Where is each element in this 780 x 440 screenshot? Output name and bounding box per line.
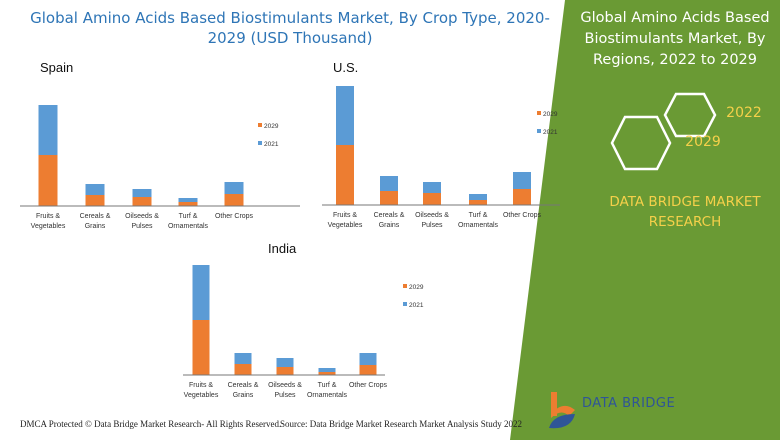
data-bridge-logo-icon [549,392,575,429]
legend-swatch-2021 [258,141,262,145]
bar-2021 [38,105,58,155]
bar-2021 [178,198,198,202]
bar-2021 [469,194,487,200]
chart-india: India Fruits & Vegetables Cereals & Grains Oi… [183,241,424,399]
x-tick-label: Ornamentals [307,392,348,399]
hexagon-2029: 2029 [610,115,721,171]
x-tick-label: Pulses [274,392,296,399]
legend-swatch-2029 [258,123,262,127]
x-tick-label: Turf & [179,213,198,220]
x-tick-label: Pulses [421,222,443,229]
bar-2029 [513,189,531,205]
hexagon-2022: 2022 [663,92,762,138]
bar-2029 [224,194,244,206]
legend-label-2029: 2029 [543,111,558,118]
bar-2021 [276,358,294,367]
x-tick-label: Oilseeds & [268,382,302,389]
x-tick-label: Vegetables [184,392,219,399]
bar-2021 [224,182,244,194]
bar-2029 [132,197,152,206]
x-tick-label: Other Crops [503,212,542,219]
bar-2029 [318,372,336,375]
logo-text: DATA BRIDGE [582,396,676,411]
x-tick-label: Grains [85,223,106,230]
bar-2029 [38,155,58,206]
bar-2021 [423,182,441,193]
x-tick-label: Fruits & [36,213,60,220]
bar-2021 [192,265,210,320]
x-tick-label: Ornamentals [168,223,209,230]
bar-2029 [276,367,294,375]
x-tick-label: Fruits & [189,382,213,389]
chart-title: Spain [40,60,73,75]
chart-spain: Spain Fruits & Vegetables Cereals & Grains Oi… [20,60,300,230]
x-tick-label: Other Crops [215,213,254,220]
bar-2021 [318,368,336,372]
x-tick-label: Grains [233,392,254,399]
legend-label-2029: 2029 [264,123,279,130]
legend-swatch-2029 [403,284,407,288]
legend-label-2029: 2029 [409,284,424,291]
page-title: Global Amino Acids Based Biostimulants M… [30,9,550,47]
source-note: Source: Data Bridge Market Research Mark… [280,419,522,429]
bar-2029 [85,195,105,206]
x-tick-label: Vegetables [328,222,363,229]
x-tick-label: Vegetables [31,223,66,230]
bar-2029 [336,145,354,205]
chart-title: India [268,241,297,256]
bar-2021 [380,176,398,191]
x-tick-label: Cereals & [374,212,405,219]
x-tick-label: Pulses [131,223,153,230]
x-tick-label: Grains [379,222,400,229]
bar-2021 [234,353,252,364]
x-tick-label: Fruits & [333,212,357,219]
x-tick-label: Ornamentals [458,222,499,229]
bar-2021 [85,184,105,195]
brand-name: DATA BRIDGE MARKET RESEARCH [609,194,761,230]
dmca-notice: DMCA Protected © Data Bridge Market Rese… [20,419,282,429]
chart-us: U.S. Fruits & Vegetables Cereals & Grains Oil… [322,60,560,229]
x-tick-label: Cereals & [228,382,259,389]
chart-title: U.S. [333,60,358,75]
bar-2029 [380,191,398,205]
bar-2029 [469,200,487,205]
legend-swatch-2021 [537,129,541,133]
bar-2021 [359,353,377,365]
x-tick-label: Other Crops [349,382,388,389]
x-tick-label: Turf & [469,212,488,219]
x-tick-label: Oilseeds & [125,213,159,220]
bar-2021 [336,86,354,145]
bar-2021 [513,172,531,189]
bar-2021 [132,189,152,197]
bar-2029 [359,365,377,375]
bar-2029 [192,320,210,375]
bar-2029 [178,202,198,206]
bar-2029 [423,193,441,205]
legend-label-2021: 2021 [409,302,424,309]
legend-swatch-2021 [403,302,407,306]
legend-swatch-2029 [537,111,541,115]
legend-label-2021: 2021 [543,129,558,136]
legend-label-2021: 2021 [264,141,279,148]
x-tick-label: Oilseeds & [415,212,449,219]
side-panel-title: Global Amino Acids Based Biostimulants M… [580,10,770,68]
bar-2029 [234,364,252,375]
x-tick-label: Cereals & [80,213,111,220]
x-tick-label: Turf & [318,382,337,389]
